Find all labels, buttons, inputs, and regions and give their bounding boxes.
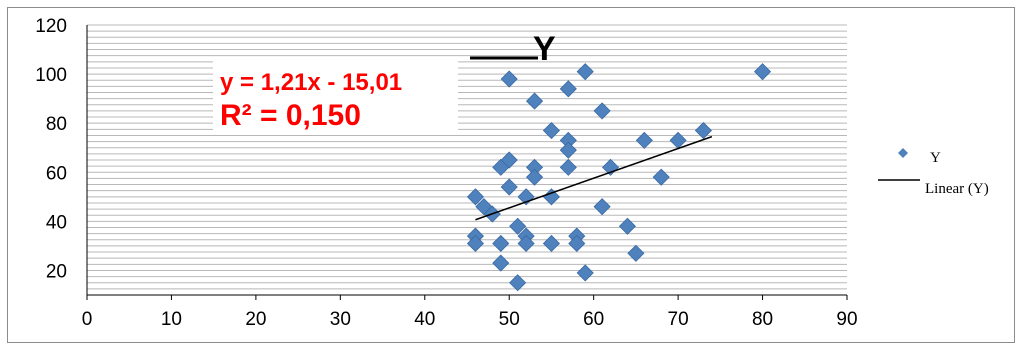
x-tick-label: 60	[583, 309, 604, 330]
data-point	[593, 198, 611, 216]
data-point	[500, 151, 518, 169]
x-tick-label: 10	[161, 309, 182, 330]
data-points	[466, 63, 772, 292]
trendline-equation: y = 1,21x - 15,01	[220, 69, 402, 96]
x-tick-label: 20	[245, 309, 266, 330]
data-point	[492, 234, 510, 253]
trendline-r2: R² = 0,150	[220, 99, 361, 132]
y-tick-label: 20	[46, 261, 67, 282]
data-point	[576, 264, 594, 282]
y-tick-label: 100	[35, 65, 67, 86]
chart-frame	[7, 7, 1015, 343]
legend: Y Linear (Y)	[878, 148, 989, 197]
data-point	[509, 217, 527, 235]
data-point	[601, 158, 620, 176]
data-point	[627, 244, 645, 262]
x-tick-label: 30	[330, 309, 351, 330]
data-point	[618, 217, 637, 235]
x-tick-label: 80	[752, 309, 773, 330]
data-point	[568, 234, 586, 253]
data-point	[542, 121, 561, 140]
data-point	[466, 234, 485, 253]
data-point	[492, 254, 510, 272]
chart-title: Y	[533, 30, 556, 68]
grid-lines	[87, 24, 847, 296]
data-point	[559, 80, 577, 98]
trendline	[475, 135, 713, 221]
x-tick-labels: 0 10 20 30 40 50 60 70 80 90	[82, 295, 858, 330]
data-point	[509, 274, 527, 292]
y-tick-labels: 20 40 60 80 100 120	[35, 16, 67, 282]
data-point	[652, 168, 670, 186]
data-point	[542, 234, 561, 253]
x-tick-label: 70	[668, 309, 689, 330]
data-point	[753, 63, 772, 81]
data-point	[559, 141, 577, 159]
y-tick-label: 40	[46, 212, 67, 233]
y-tick-label: 60	[46, 163, 67, 184]
data-point	[576, 63, 594, 81]
data-point	[466, 188, 485, 206]
data-point	[525, 168, 544, 186]
axes	[86, 25, 847, 296]
data-point	[559, 158, 577, 176]
legend-label-series: Y	[930, 150, 941, 166]
data-point	[593, 102, 611, 120]
data-point	[500, 178, 518, 196]
x-tick-label: 50	[499, 309, 520, 330]
trendline-label-box	[213, 57, 458, 130]
legend-marker-diamond	[898, 148, 908, 158]
x-tick-label: 90	[836, 309, 857, 330]
data-point	[500, 70, 518, 88]
y-tick-label: 80	[46, 114, 67, 135]
data-point	[525, 92, 544, 110]
data-point	[635, 131, 653, 149]
x-tick-label: 0	[82, 309, 93, 330]
y-tick-label: 120	[35, 16, 67, 37]
x-tick-label: 40	[414, 309, 435, 330]
data-point	[694, 121, 713, 140]
data-point	[517, 234, 535, 253]
legend-label-trendline: Linear (Y)	[925, 181, 989, 197]
